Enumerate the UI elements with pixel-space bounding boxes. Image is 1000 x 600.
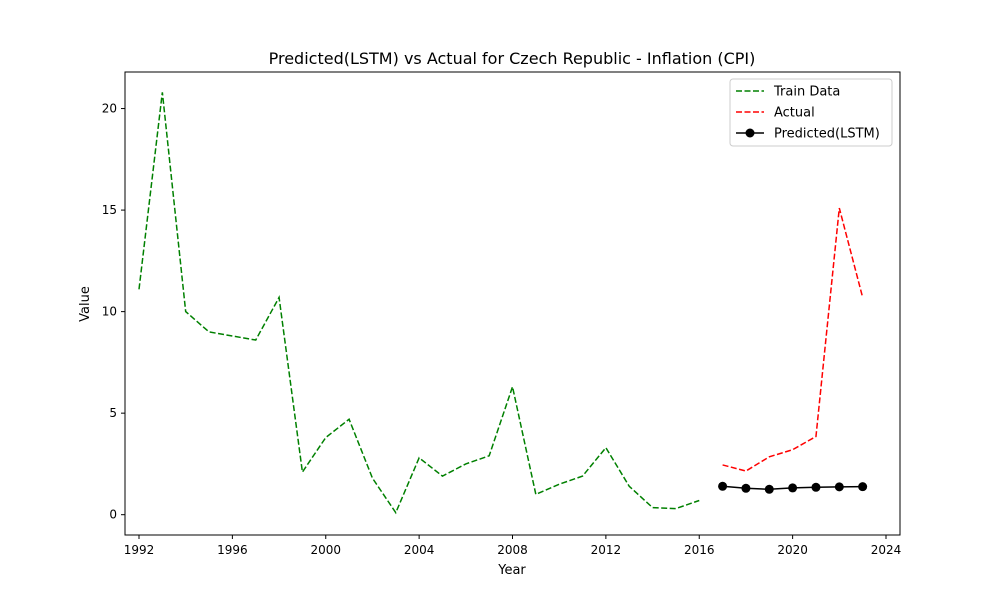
legend-label-actual: Actual <box>774 106 815 121</box>
x-tick-label: 2008 <box>497 543 528 557</box>
data-point-predicted-lstm <box>858 482 868 492</box>
y-tick-label: 15 <box>102 203 117 217</box>
data-point-predicted-lstm <box>811 482 821 492</box>
series-line-actual <box>722 207 864 472</box>
data-point-predicted-lstm <box>788 483 798 493</box>
legend: Train Data Actual Predicted(LSTM) <box>729 78 893 147</box>
y-axis: 0 5 10 15 20 <box>102 102 125 522</box>
data-point-predicted-lstm <box>741 483 751 493</box>
x-tick-label: 2016 <box>684 543 715 557</box>
chart-title: Predicted(LSTM) vs Actual for Czech Repu… <box>269 49 756 68</box>
y-tick-label: 10 <box>102 305 117 319</box>
x-tick-label: 1992 <box>124 543 155 557</box>
x-tick-label: 2004 <box>404 543 435 557</box>
legend-label-train-data: Train Data <box>773 85 840 100</box>
legend-frame <box>729 78 893 147</box>
x-tick-label: 2012 <box>591 543 622 557</box>
series-layer <box>138 92 868 515</box>
x-axis: 1992 1996 2000 2004 2008 2012 2016 2020 2024 <box>124 535 902 557</box>
y-axis-label: Value <box>78 286 93 322</box>
x-axis-label: Year <box>497 563 526 578</box>
legend-label-predicted-lstm: Predicted(LSTM) <box>774 127 880 142</box>
x-tick-label: 2000 <box>310 543 341 557</box>
y-tick-label: 5 <box>109 406 117 420</box>
data-point-predicted-lstm <box>834 482 844 492</box>
data-point-predicted-lstm <box>718 481 728 491</box>
y-tick-label: 20 <box>102 102 117 116</box>
x-tick-label: 2024 <box>871 543 902 557</box>
x-tick-label: 2020 <box>777 543 808 557</box>
data-point-predicted-lstm <box>764 484 774 494</box>
x-tick-label: 1996 <box>217 543 248 557</box>
series-line-train-data <box>138 92 700 515</box>
y-tick-label: 0 <box>109 508 117 522</box>
legend-marker-predicted-lstm <box>745 128 755 138</box>
